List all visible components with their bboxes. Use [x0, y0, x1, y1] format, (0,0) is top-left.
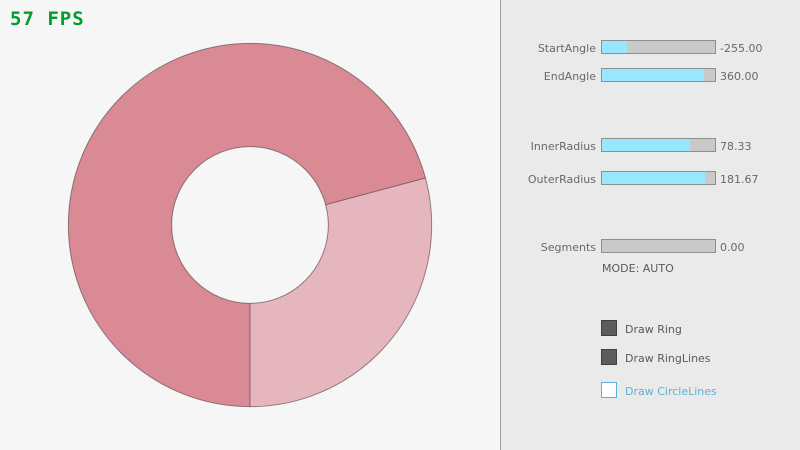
slider-label-start-angle: StartAngle [537, 42, 596, 55]
slider-value-start-angle: -255.00 [720, 42, 763, 55]
slider-row-segments: Segments 0.00 [501, 239, 800, 254]
slider-label-outer-radius: OuterRadius [527, 173, 596, 186]
mode-text: MODE: AUTO [602, 262, 674, 275]
slider-segments[interactable] [601, 239, 716, 253]
slider-value-segments: 0.00 [720, 241, 745, 254]
checkbox-draw-ringlines[interactable]: Draw RingLines [601, 349, 781, 365]
slider-value-inner-radius: 78.33 [720, 140, 752, 153]
slider-label-segments: Segments [540, 241, 596, 254]
fps-counter: 57 FPS [10, 8, 85, 30]
slider-row-end-angle: EndAngle 360.00 [501, 68, 800, 83]
checkbox-box[interactable] [601, 349, 617, 365]
slider-row-start-angle: StartAngle -255.00 [501, 40, 800, 55]
slider-start-angle[interactable] [601, 40, 716, 54]
slider-value-end-angle: 360.00 [720, 70, 759, 83]
slider-inner-radius[interactable] [601, 138, 716, 152]
slider-fill [602, 139, 691, 151]
ring-outline-outer [67, 42, 433, 408]
slider-fill [602, 69, 704, 81]
slider-value-outer-radius: 181.67 [720, 173, 759, 186]
ring-outline-inner [171, 146, 329, 304]
slider-label-end-angle: EndAngle [543, 70, 596, 83]
slider-end-angle[interactable] [601, 68, 716, 82]
checkbox-box[interactable] [601, 320, 617, 336]
checkbox-box[interactable] [601, 382, 617, 398]
control-panel: StartAngle -255.00 EndAngle 360.00 Inner… [500, 0, 800, 450]
slider-outer-radius[interactable] [601, 171, 716, 185]
checkbox-label-draw-ring: Draw Ring [625, 323, 682, 336]
ring-fill-light [250, 177, 432, 407]
slider-label-inner-radius: InnerRadius [530, 140, 596, 153]
slider-row-inner-radius: InnerRadius 78.33 [501, 138, 800, 153]
checkbox-label-draw-circlelines: Draw CircleLines [625, 385, 717, 398]
checkbox-draw-circlelines[interactable]: Draw CircleLines [601, 382, 781, 398]
ring-line-start-angle [325, 177, 426, 206]
render-canvas: 57 FPS [10, 8, 433, 408]
slider-fill [602, 172, 705, 184]
slider-row-outer-radius: OuterRadius 181.67 [501, 171, 800, 186]
ring-canvas [67, 42, 433, 408]
slider-fill [602, 41, 627, 53]
checkbox-label-draw-ringlines: Draw RingLines [625, 352, 711, 365]
checkbox-draw-ring[interactable]: Draw Ring [601, 320, 781, 336]
